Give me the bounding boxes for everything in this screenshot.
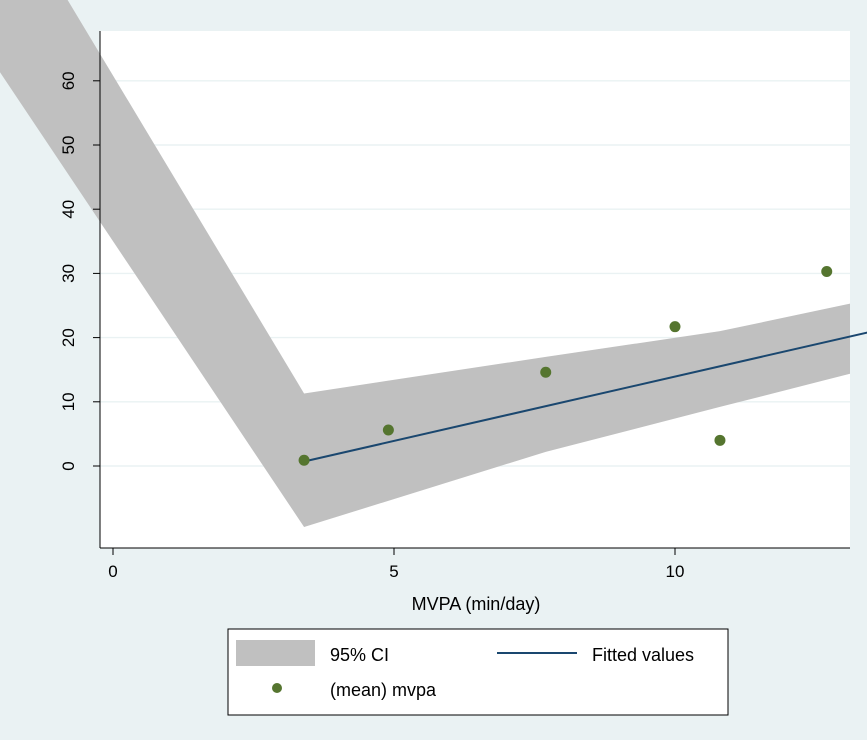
y-tick-label-60: 60 [59,71,78,90]
legend-label-mean-mvpa: (mean) mvpa [330,680,437,700]
legend-swatch-point [272,683,282,693]
x-axis-title: MVPA (min/day) [412,594,541,614]
fitted-line [303,331,867,463]
x-axis: 05101520 [108,548,685,581]
y-tick-label-40: 40 [59,200,78,219]
fit-line-layer [303,331,867,463]
ci-band [0,0,850,527]
legend: 95% CI Fitted values (mean) mvpa [227,628,729,716]
data-point-2 [382,424,394,436]
y-tick-label-50: 50 [59,136,78,155]
y-axis: 0 10 20 30 40 50 60 [59,71,100,471]
points-layer [298,265,833,466]
data-point-4 [669,321,681,333]
x-tick-label-10: 10 [666,562,685,581]
legend-label-ci: 95% CI [330,645,389,665]
y-tick-label-30: 30 [59,264,78,283]
x-tick-label-5: 5 [389,562,398,581]
data-point-1 [298,454,310,466]
legend-label-fitted-values: Fitted values [592,645,694,665]
x-tick-label-0: 0 [108,562,117,581]
y-tick-label-0: 0 [59,461,78,470]
ci-band-layer [0,0,850,527]
data-point-5 [714,434,726,446]
data-point-3 [540,366,552,378]
y-tick-label-10: 10 [59,392,78,411]
data-point-6 [821,265,833,277]
legend-swatch-ci-band [236,640,315,666]
y-tick-label-20: 20 [59,328,78,347]
